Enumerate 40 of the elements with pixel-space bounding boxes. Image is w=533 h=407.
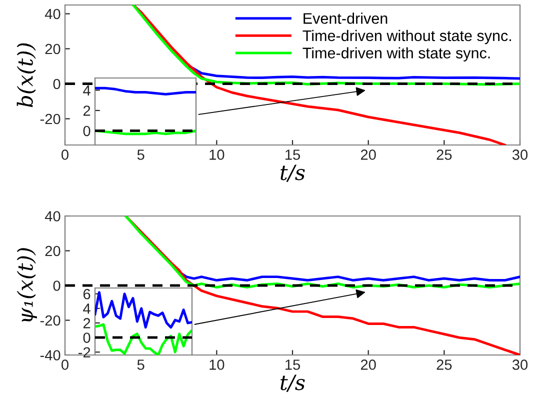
y-tick-label: 20 bbox=[45, 44, 60, 54]
legend-label: Time-driven without state sync. bbox=[302, 30, 511, 44]
y-tick-label: 0 bbox=[53, 280, 60, 291]
y-tick-label: 2 bbox=[83, 318, 90, 328]
y-tick-label: 40 bbox=[44, 211, 60, 222]
x-axis-title: t/s bbox=[280, 374, 305, 392]
y-tick-label: 0 bbox=[83, 332, 90, 343]
x-tick-label: 15 bbox=[286, 150, 300, 160]
x-tick-label: 25 bbox=[436, 360, 452, 370]
line-series bbox=[95, 291, 192, 329]
y-tick-label: -20 bbox=[40, 114, 60, 124]
y-tick-label: 20 bbox=[45, 246, 60, 256]
x-tick-label: 0 bbox=[62, 150, 68, 160]
legend-label: Event-driven bbox=[304, 12, 388, 24]
x-tick-label: 30 bbox=[512, 150, 528, 160]
y-tick-label: 0 bbox=[53, 78, 60, 90]
legend-label: Time-driven with state sync. bbox=[302, 47, 490, 62]
y-tick-label: 4 bbox=[83, 304, 90, 314]
y-tick-label: -20 bbox=[40, 315, 60, 326]
x-tick-label: 20 bbox=[360, 150, 376, 160]
x-tick-label: 15 bbox=[286, 360, 300, 370]
y-tick-label: 6 bbox=[83, 288, 90, 300]
line-series bbox=[95, 86, 196, 96]
y-tick-label: 2 bbox=[83, 106, 90, 116]
y-tick-label: 0 bbox=[83, 126, 90, 136]
x-tick-label: 30 bbox=[512, 360, 528, 370]
y-tick-label: 4 bbox=[83, 85, 90, 96]
x-tick-label: 10 bbox=[210, 150, 224, 160]
x-axis-title: t/s bbox=[280, 164, 305, 182]
x-tick-label: 10 bbox=[210, 360, 224, 370]
x-tick-label: 25 bbox=[436, 150, 452, 160]
y-tick-label: 40 bbox=[44, 8, 60, 20]
x-tick-label: 5 bbox=[137, 360, 144, 370]
y-tick-label: -40 bbox=[40, 350, 60, 360]
y-axis-title: b(x(t)) bbox=[16, 43, 36, 108]
y-axis-title: ψ₁(x(t)) bbox=[16, 248, 37, 322]
x-tick-label: 5 bbox=[137, 150, 144, 160]
x-tick-label: 0 bbox=[62, 360, 68, 370]
line-series bbox=[188, 65, 520, 80]
x-tick-label: 20 bbox=[360, 360, 376, 370]
